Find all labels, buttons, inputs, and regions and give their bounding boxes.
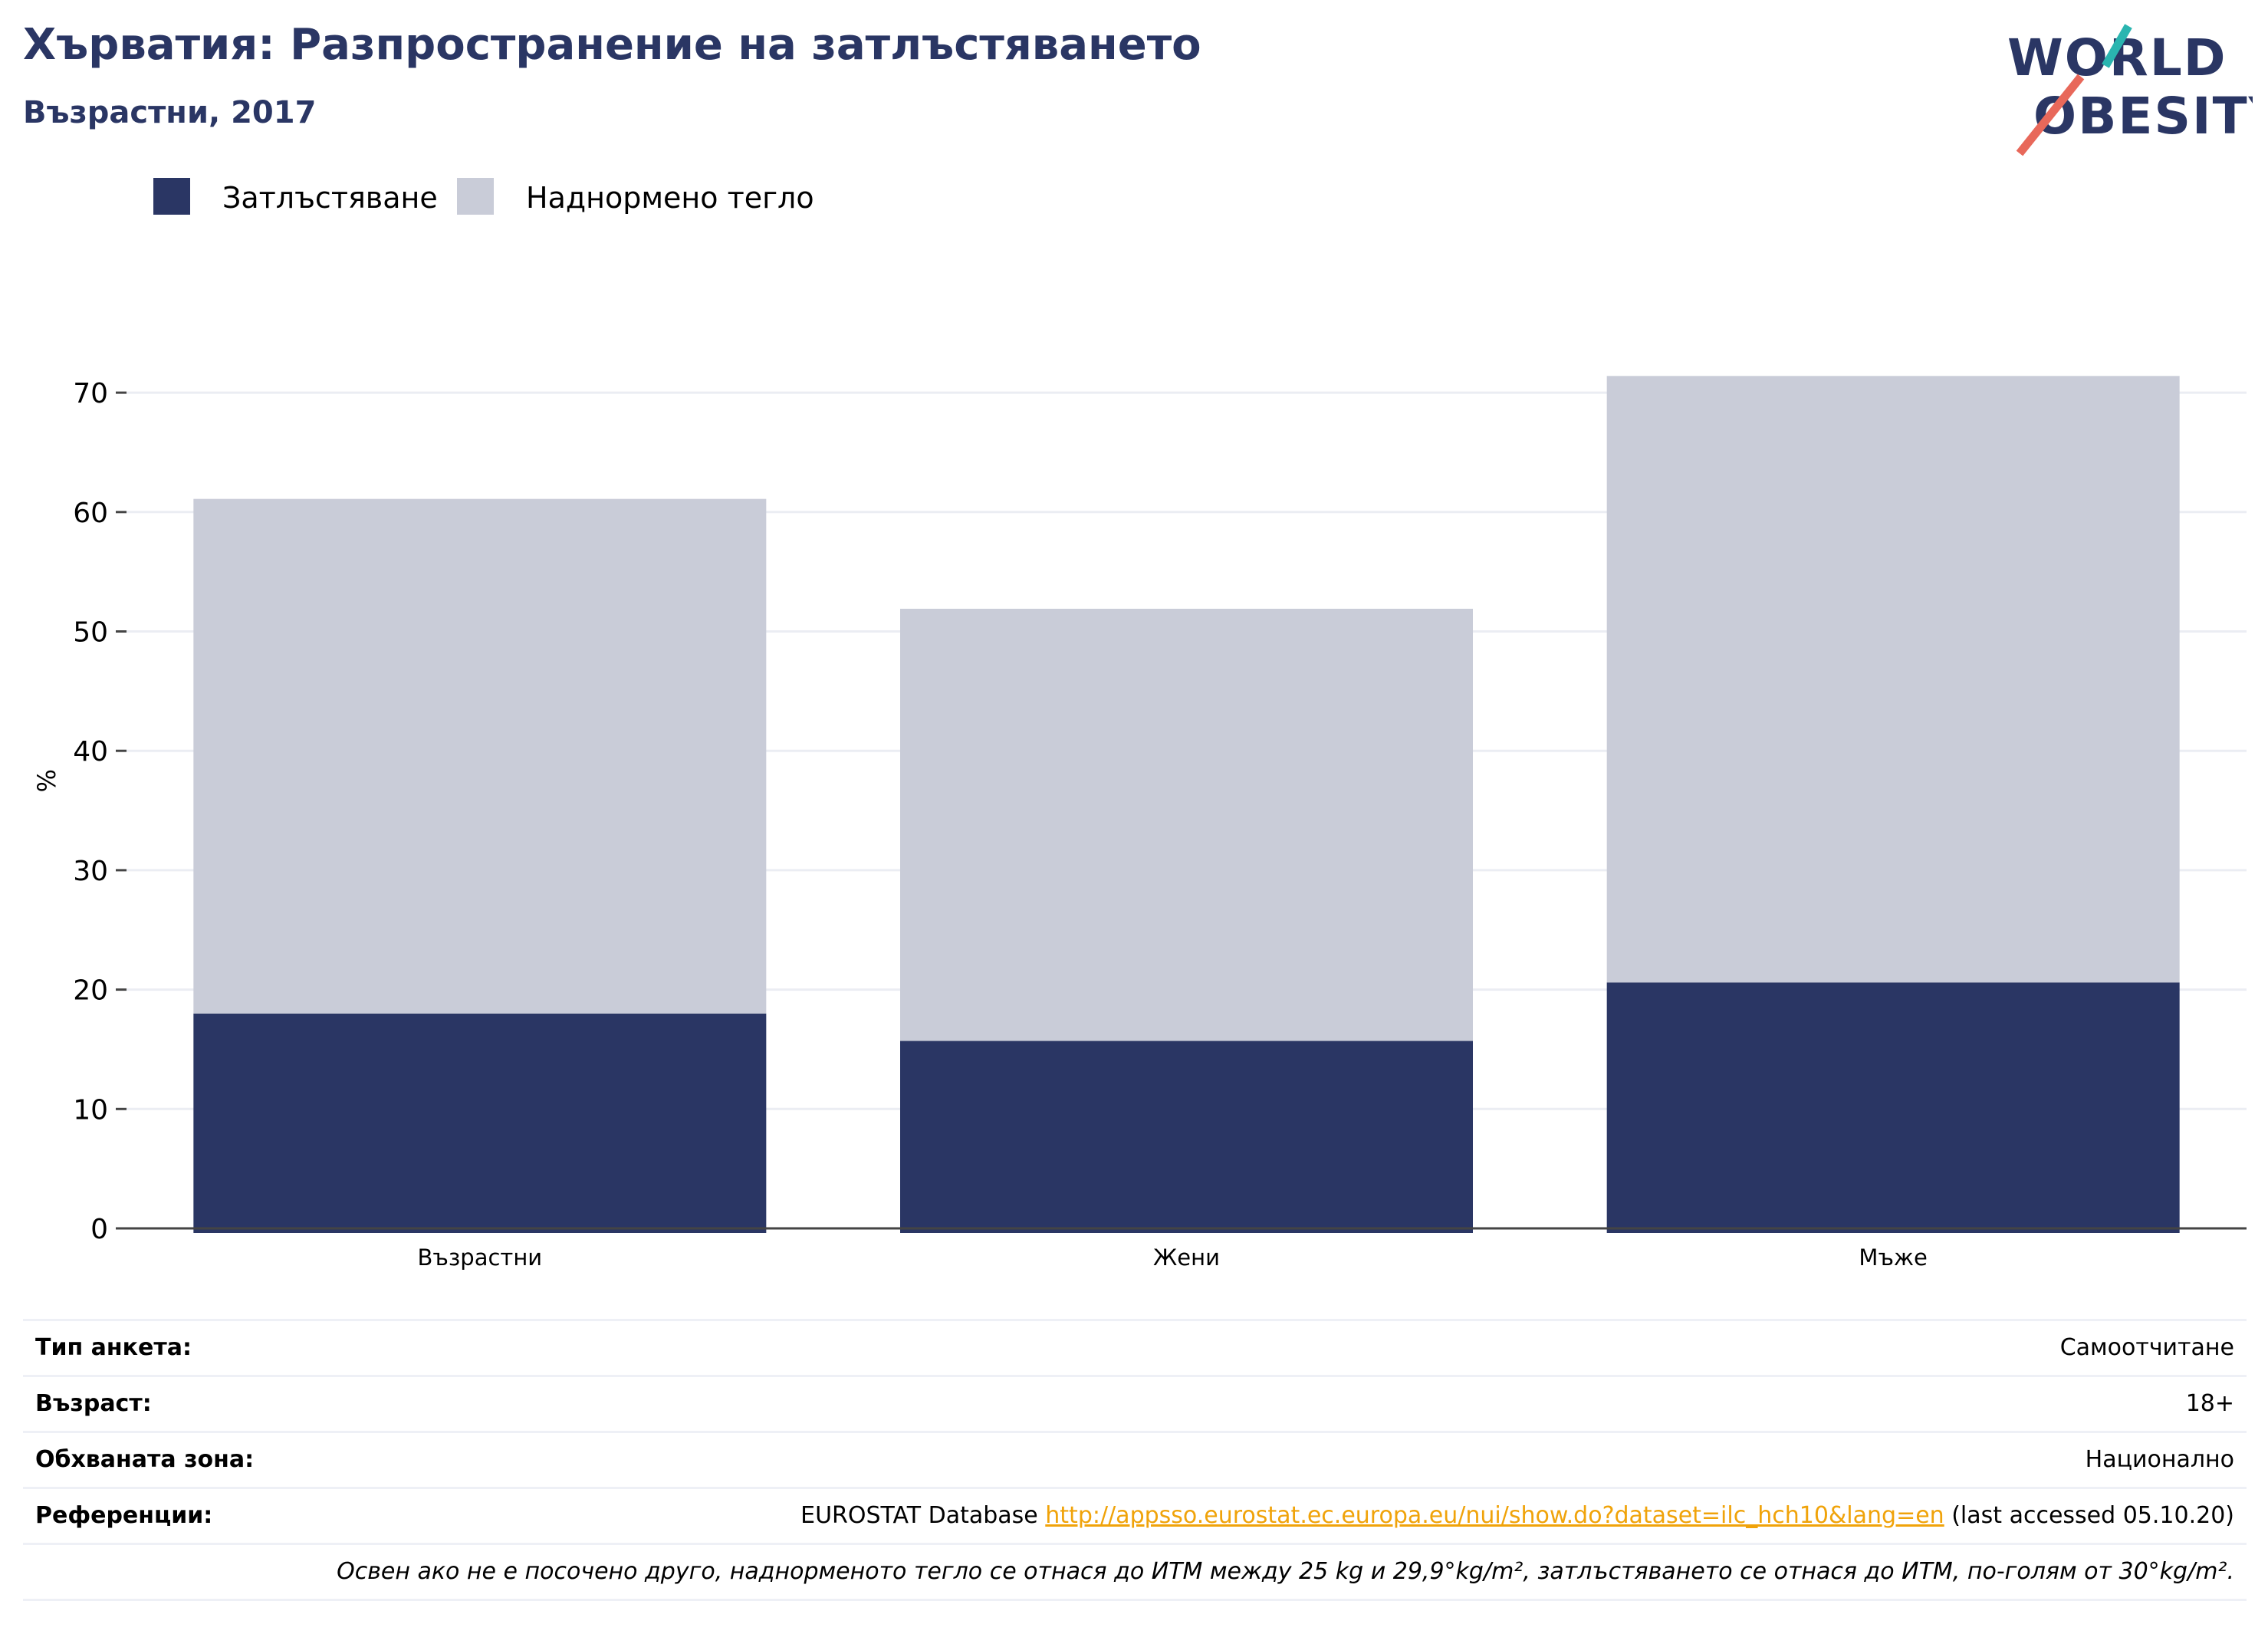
info-value-survey-type: Самоотчитане: [2059, 1334, 2234, 1361]
bar-overweight: [1606, 376, 2180, 983]
info-table: Тип анкета: Самоотчитане Възраст: 18+ Об…: [23, 1319, 2247, 1601]
info-value-references: EUROSTAT Database http://appsso.eurostat…: [800, 1489, 2234, 1543]
y-tick-label: 20: [73, 975, 108, 1007]
x-tick-label: Жени: [1153, 1244, 1220, 1271]
reference-prefix: EUROSTAT Database: [800, 1502, 1046, 1529]
chart-subtitle: Възрастни, 2017: [23, 95, 317, 130]
y-tick-label: 70: [73, 378, 108, 409]
info-value-age: 18+: [2185, 1390, 2234, 1417]
info-row-area: Обхваната зона: Национално: [23, 1431, 2247, 1487]
info-label-references: Референции:: [35, 1502, 213, 1529]
y-tick-label: 10: [73, 1094, 108, 1126]
logo-slash-coral: [2016, 74, 2085, 156]
info-label-survey-type: Тип анкета:: [35, 1334, 192, 1361]
info-row-note: Освен ако не е посочено друго, наднормен…: [23, 1543, 2247, 1601]
y-tick-label: 50: [73, 617, 108, 649]
legend-swatch-overweight: [457, 178, 494, 215]
bar-obesity: [900, 1041, 1473, 1233]
reference-link[interactable]: http://appsso.eurostat.ec.europa.eu/nui/…: [1045, 1502, 1944, 1529]
chart-title: Хърватия: Разпространение на затлъстяван…: [23, 20, 1201, 70]
info-label-age: Възраст:: [35, 1390, 152, 1417]
bar-overweight: [900, 608, 1473, 1041]
y-tick-label: 0: [90, 1214, 108, 1245]
bar-obesity: [193, 1013, 767, 1233]
definition-note: Освен ако не е посочено друго, наднормен…: [337, 1558, 2234, 1585]
y-tick-label: 40: [73, 736, 108, 768]
logo-text-world: WORLD: [2007, 28, 2227, 87]
info-label-area: Обхваната зона:: [35, 1446, 255, 1473]
legend-label-obesity: Затлъстяване: [222, 181, 438, 215]
bar-overweight: [193, 498, 767, 1014]
x-tick-label: Възрастни: [418, 1244, 543, 1271]
info-row-references: Референции: EUROSTAT Database http://app…: [23, 1487, 2247, 1543]
logo-slash-teal: [2102, 24, 2132, 68]
info-row-survey-type: Тип анкета: Самоотчитане: [23, 1319, 2247, 1375]
reference-suffix: (last accessed 05.10.20): [1944, 1502, 2234, 1529]
stacked-bar-chart: 0 10 20 30 40 50 60 70% Възрастни Жени Мъже: [32, 376, 2247, 1271]
legend-swatch-obesity: [153, 178, 190, 215]
world-obesity-logo: WORLD OBESITY: [2007, 24, 2253, 156]
legend-label-overweight: Наднормено тегло: [526, 181, 814, 215]
info-value-area: Национално: [2085, 1446, 2234, 1473]
info-row-age: Възраст: 18+: [23, 1375, 2247, 1431]
bar-obesity: [1606, 982, 2180, 1233]
y-axis-title: %: [32, 769, 61, 792]
y-tick-label: 60: [73, 498, 108, 529]
y-tick-label: 30: [73, 856, 108, 887]
x-tick-label: Мъже: [1859, 1244, 1927, 1271]
